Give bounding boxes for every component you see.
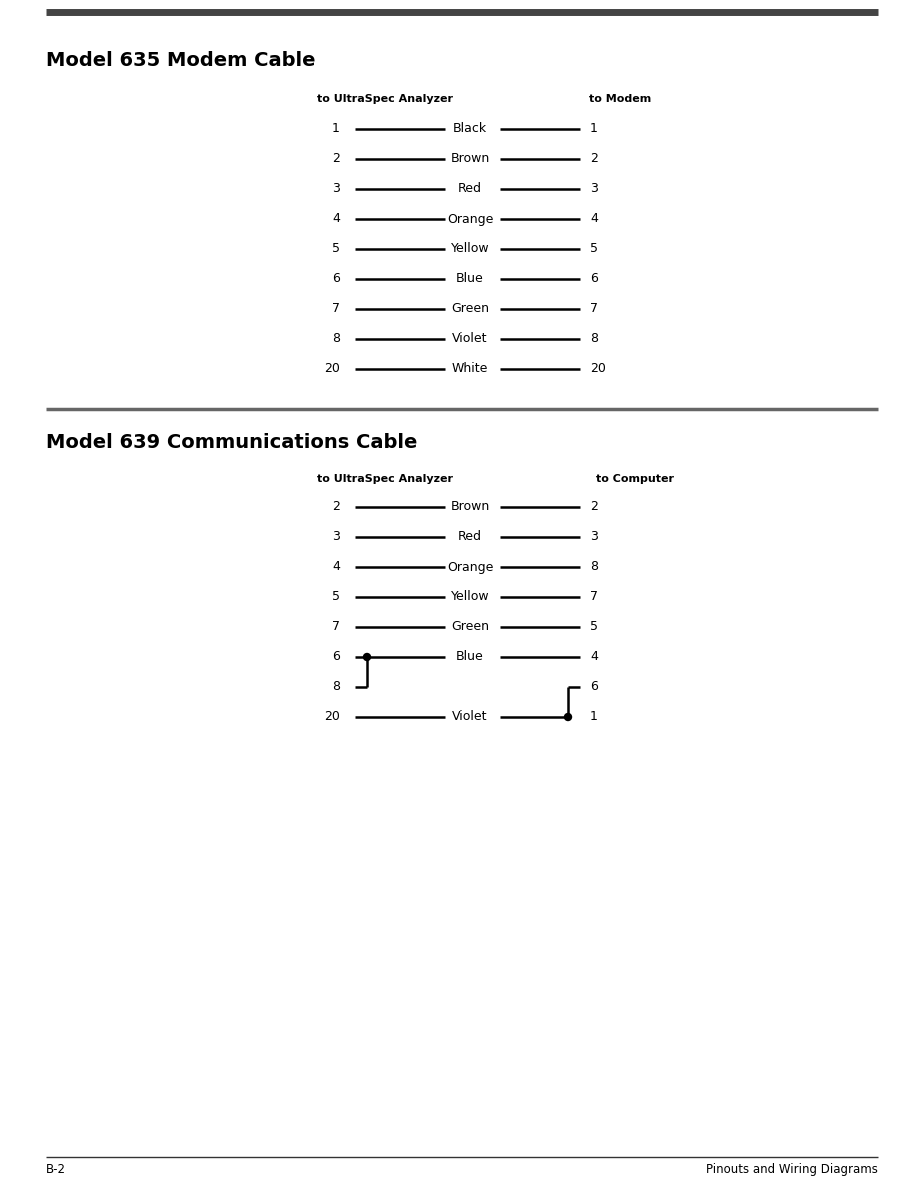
Text: 6: 6 (332, 651, 340, 663)
Text: 3: 3 (332, 182, 340, 195)
Text: 3: 3 (590, 530, 598, 543)
Text: 7: 7 (590, 590, 598, 603)
Text: 4: 4 (332, 212, 340, 225)
Text: to Modem: to Modem (589, 94, 651, 104)
Text: Green: Green (451, 302, 489, 315)
Text: Red: Red (458, 182, 482, 195)
Text: 7: 7 (332, 621, 340, 633)
Text: Violet: Violet (452, 711, 488, 723)
Text: Pinouts and Wiring Diagrams: Pinouts and Wiring Diagrams (706, 1163, 878, 1176)
Text: to UltraSpec Analyzer: to UltraSpec Analyzer (317, 474, 453, 484)
Text: 1: 1 (590, 711, 598, 723)
Text: to UltraSpec Analyzer: to UltraSpec Analyzer (317, 94, 453, 104)
Text: 2: 2 (590, 500, 598, 513)
Text: 8: 8 (332, 681, 340, 693)
Text: 8: 8 (590, 332, 598, 345)
Text: 20: 20 (324, 711, 340, 723)
Text: Black: Black (453, 122, 487, 135)
Text: 4: 4 (590, 212, 598, 225)
Text: B-2: B-2 (46, 1163, 66, 1176)
Text: Orange: Orange (447, 560, 493, 573)
Text: 3: 3 (590, 182, 598, 195)
Text: 1: 1 (590, 122, 598, 135)
Text: 5: 5 (332, 590, 340, 603)
Text: Blue: Blue (456, 651, 484, 663)
Text: to Computer: to Computer (596, 474, 674, 484)
Text: 3: 3 (332, 530, 340, 543)
Text: 2: 2 (590, 152, 598, 165)
Text: Brown: Brown (450, 500, 490, 513)
Text: 7: 7 (590, 302, 598, 315)
Text: 8: 8 (590, 560, 598, 573)
Text: 2: 2 (332, 152, 340, 165)
Text: 1: 1 (332, 122, 340, 135)
Text: Yellow: Yellow (451, 242, 490, 255)
Text: Blue: Blue (456, 272, 484, 285)
Text: 6: 6 (590, 681, 598, 693)
Text: 20: 20 (324, 362, 340, 375)
Text: 6: 6 (590, 272, 598, 285)
Text: 20: 20 (590, 362, 606, 375)
Text: White: White (452, 362, 488, 375)
Text: Green: Green (451, 621, 489, 633)
Circle shape (565, 713, 572, 721)
Text: 5: 5 (590, 621, 598, 633)
Text: Yellow: Yellow (451, 590, 490, 603)
Text: Model 639 Communications Cable: Model 639 Communications Cable (46, 433, 418, 452)
Text: Violet: Violet (452, 332, 488, 345)
Text: Red: Red (458, 530, 482, 543)
Text: 5: 5 (332, 242, 340, 255)
Text: Orange: Orange (447, 212, 493, 225)
Circle shape (363, 653, 371, 661)
Text: 5: 5 (590, 242, 598, 255)
Text: 8: 8 (332, 332, 340, 345)
Text: 6: 6 (332, 272, 340, 285)
Text: Brown: Brown (450, 152, 490, 165)
Text: 2: 2 (332, 500, 340, 513)
Text: Model 635 Modem Cable: Model 635 Modem Cable (46, 52, 315, 70)
Text: 4: 4 (332, 560, 340, 573)
Text: 4: 4 (590, 651, 598, 663)
Text: 7: 7 (332, 302, 340, 315)
